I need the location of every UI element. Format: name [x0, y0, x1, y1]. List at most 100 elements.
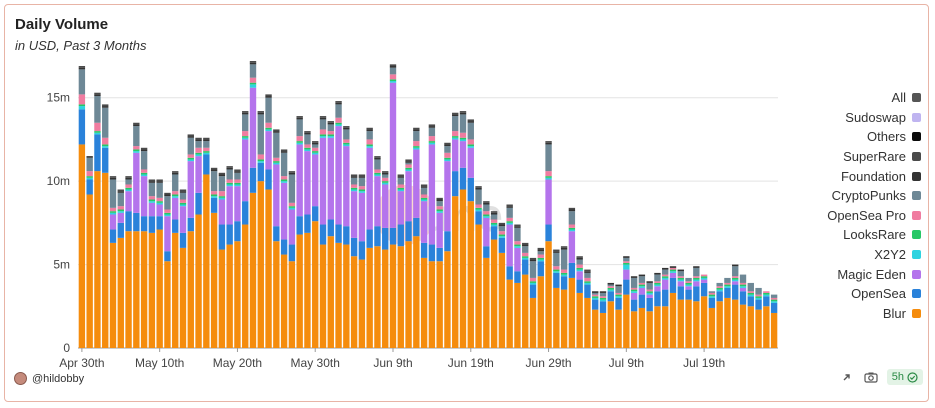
- legend-label: Blur: [882, 305, 906, 321]
- legend-item[interactable]: X2Y2: [761, 245, 921, 265]
- bar-segment: [662, 277, 669, 280]
- bar-segment: [187, 137, 194, 155]
- bar-stack: [630, 276, 638, 348]
- bar-segment: [444, 251, 451, 348]
- bar-stack: [522, 242, 529, 348]
- bar-stack: [763, 291, 770, 348]
- bar-segment: [327, 137, 334, 220]
- bar-segment: [444, 231, 451, 252]
- bar-segment: [724, 287, 731, 298]
- bar-stack: [94, 92, 101, 348]
- bar-segment: [467, 121, 474, 123]
- bar-segment: [677, 281, 684, 287]
- bar-segment: [607, 289, 614, 292]
- bar-segment: [654, 274, 661, 282]
- bar-segment: [249, 84, 257, 88]
- bar-segment: [677, 271, 684, 277]
- bar-segment: [172, 171, 179, 173]
- legend-label: CryptoPunks: [831, 188, 906, 204]
- bar-segment: [724, 284, 731, 287]
- bar-segment: [234, 179, 241, 183]
- bar-segment: [545, 141, 552, 143]
- bar-segment: [545, 142, 552, 145]
- bar-segment: [358, 177, 366, 187]
- legend-item[interactable]: All: [761, 88, 921, 108]
- bar-stack: [638, 274, 646, 348]
- camera-icon[interactable]: [863, 369, 879, 385]
- bar-segment: [693, 281, 700, 287]
- legend-item[interactable]: Blur: [761, 304, 921, 324]
- bar-segment: [452, 116, 459, 132]
- bar-segment: [304, 214, 311, 233]
- legend-swatch: [912, 93, 921, 103]
- bar-segment: [685, 299, 692, 348]
- bar-segment: [249, 82, 257, 85]
- bar-segment: [140, 174, 148, 177]
- bar-segment: [436, 199, 443, 202]
- bar-stack: [125, 176, 132, 348]
- bar-segment: [475, 224, 482, 348]
- legend-item[interactable]: Sudoswap: [761, 108, 921, 128]
- freshness-badge[interactable]: 5h: [886, 369, 923, 385]
- bar-segment: [677, 279, 684, 282]
- legend-item[interactable]: Others: [761, 127, 921, 147]
- bar-segment: [133, 126, 140, 147]
- bar-segment: [483, 257, 490, 348]
- bar-segment: [265, 169, 272, 190]
- bar-segment: [693, 286, 700, 302]
- bar-segment: [140, 169, 148, 173]
- bar-segment: [483, 214, 490, 217]
- bar-segment: [514, 224, 521, 227]
- bar-segment: [179, 206, 187, 233]
- legend-item[interactable]: Foundation: [761, 166, 921, 186]
- bar-stack: [179, 189, 187, 348]
- bar-segment: [428, 127, 436, 137]
- bar-segment: [483, 216, 490, 218]
- bar-segment: [490, 239, 498, 348]
- bar-segment: [576, 256, 583, 258]
- bar-segment: [459, 137, 467, 140]
- bar-segment: [312, 142, 319, 145]
- bar-segment: [669, 292, 677, 348]
- bar-segment: [172, 191, 179, 195]
- bar-segment: [747, 306, 754, 348]
- bar-segment: [693, 266, 700, 268]
- legend-item[interactable]: LooksRare: [761, 225, 921, 245]
- legend-item[interactable]: SuperRare: [761, 147, 921, 167]
- bar-segment: [382, 184, 389, 228]
- bar-segment: [125, 191, 132, 212]
- bar-segment: [288, 209, 296, 245]
- bar-segment: [358, 259, 366, 348]
- legend-item[interactable]: OpenSea Pro: [761, 206, 921, 226]
- bar-segment: [117, 206, 124, 210]
- bar-segment: [257, 159, 264, 162]
- bar-segment: [203, 139, 210, 142]
- legend-swatch: [912, 250, 921, 260]
- bar-segment: [156, 201, 163, 203]
- bar-segment: [218, 176, 226, 192]
- bar-segment: [374, 246, 381, 348]
- bar-segment: [226, 169, 233, 180]
- legend-item[interactable]: Magic Eden: [761, 264, 921, 284]
- legend-item[interactable]: CryptoPunks: [761, 186, 921, 206]
- bar-stack: [397, 174, 404, 348]
- bar-segment: [102, 144, 109, 147]
- legend-item[interactable]: OpenSea: [761, 284, 921, 304]
- legend-label: Magic Eden: [837, 266, 906, 282]
- bar-stack: [584, 269, 591, 348]
- bar-segment: [288, 206, 296, 208]
- share-icon[interactable]: [839, 369, 855, 385]
- bar-segment: [584, 284, 591, 298]
- author-link[interactable]: @hildobby: [14, 372, 84, 385]
- bar-stack: [677, 269, 684, 348]
- bar-segment: [242, 136, 249, 138]
- bar-segment: [156, 179, 163, 182]
- bar-segment: [483, 204, 490, 212]
- bar-segment: [654, 306, 661, 348]
- bar-segment: [319, 119, 327, 130]
- bar-segment: [257, 114, 264, 155]
- bar-segment: [553, 271, 560, 273]
- bar-segment: [304, 149, 311, 152]
- bar-stack: [226, 166, 233, 348]
- bar-segment: [125, 211, 132, 232]
